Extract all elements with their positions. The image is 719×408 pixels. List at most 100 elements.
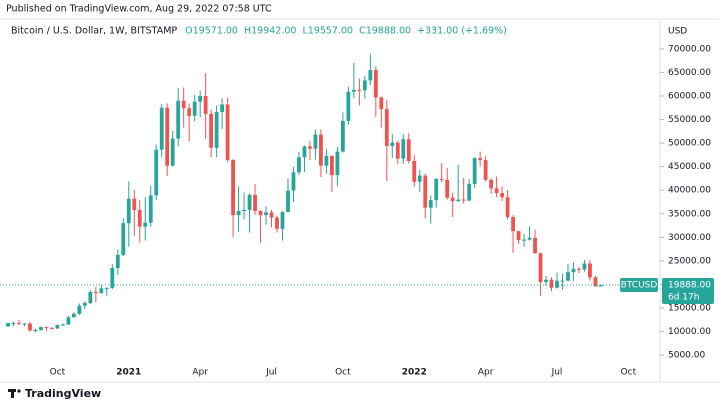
candle-body <box>82 303 87 306</box>
candle-body <box>6 323 10 327</box>
candle-body <box>50 327 54 329</box>
candle-body <box>401 139 406 159</box>
candle-body <box>39 327 43 330</box>
candle-body <box>181 100 186 109</box>
candle-body <box>560 280 565 282</box>
candle-body <box>538 253 543 283</box>
candle-body <box>324 155 329 166</box>
candle-body <box>533 237 537 254</box>
candle-body <box>527 237 532 240</box>
candle-body <box>286 190 290 212</box>
candle-body <box>203 95 208 114</box>
symbol: Bitcoin / U.S. Dollar, 1W, BITSTAMP <box>11 26 177 37</box>
candle-body <box>132 198 137 210</box>
candle-body <box>17 322 21 324</box>
candle-body <box>516 231 521 241</box>
candle-body <box>214 111 219 148</box>
candle-body <box>280 211 285 229</box>
ticker-tag <box>620 277 658 292</box>
y-tick-label: 60000.00 <box>668 91 711 101</box>
candle-body <box>390 142 395 146</box>
candle-body <box>588 263 592 278</box>
candle-body <box>170 138 175 166</box>
y-tick-label: 15000.00 <box>668 303 711 313</box>
candle-body <box>165 107 170 166</box>
candle-body <box>599 284 603 287</box>
candle-body <box>77 305 82 314</box>
candle-body <box>154 149 159 196</box>
candle-body <box>566 272 570 281</box>
ohlc-label: H19942.00 <box>244 26 296 37</box>
x-tick-label: Oct <box>621 368 637 378</box>
y-tick-label: 45000.00 <box>668 162 711 172</box>
candle-body <box>253 194 257 211</box>
x-tick-label: 2022 <box>402 368 427 378</box>
x-tick-label: Apr <box>478 368 494 378</box>
candle-body <box>71 313 76 318</box>
candle-body <box>461 199 466 201</box>
candle-body <box>445 179 450 198</box>
candle-body <box>187 108 192 116</box>
candle-body <box>55 325 60 329</box>
y-tick-label: 35000.00 <box>668 209 711 219</box>
candle-body <box>406 139 411 161</box>
candle-body <box>11 322 16 324</box>
candle-body <box>258 210 263 216</box>
logo <box>8 389 21 398</box>
candle-body <box>357 89 362 91</box>
candle-body <box>66 317 71 325</box>
candle-body <box>319 134 323 166</box>
y-tick-label: 5000.00 <box>668 351 705 361</box>
candle-body <box>340 120 345 152</box>
ohlc-label: +331.00 (+1.69%) <box>417 26 507 37</box>
candle-body <box>467 184 472 201</box>
candle-body <box>346 91 351 121</box>
candle-body <box>44 327 49 329</box>
candle-body <box>549 279 554 288</box>
footer-brand: TradingView <box>25 387 101 400</box>
x-tick-label: Oct <box>50 368 66 378</box>
candle-body <box>302 146 307 158</box>
countdown: 6d 17h <box>668 292 699 302</box>
candle-body <box>159 107 164 150</box>
ohlc-label: C19888.00 <box>359 26 411 37</box>
candle-body <box>121 223 126 255</box>
currency: USD <box>668 27 687 37</box>
candle-body <box>297 157 301 173</box>
candle-body <box>247 194 252 210</box>
candle-body <box>264 212 268 216</box>
candle-body <box>104 287 109 289</box>
candle-body <box>225 104 230 161</box>
candle-body <box>28 323 32 331</box>
y-tick-label: 55000.00 <box>668 115 711 125</box>
candle-body <box>555 280 559 288</box>
ticker-label: BTCUSD <box>621 280 658 290</box>
candle-body <box>428 200 433 208</box>
y-tick-label: 10000.00 <box>668 327 711 337</box>
x-tick-label: 2021 <box>116 368 141 378</box>
candle-body <box>110 268 115 288</box>
candle-body <box>115 254 120 269</box>
candle-body <box>275 217 279 229</box>
candle-body <box>126 198 131 224</box>
candle-body <box>412 160 417 182</box>
candle-body <box>220 104 225 112</box>
candle-body <box>93 291 98 293</box>
candle-body <box>143 222 148 227</box>
candle-body <box>439 178 444 180</box>
y-tick-label: 65000.00 <box>668 68 711 78</box>
candle-body <box>384 109 389 146</box>
candle-body <box>373 70 378 98</box>
candle-body <box>368 70 373 81</box>
candle-body <box>148 195 153 223</box>
candle-body <box>582 263 587 270</box>
candle-body <box>417 175 422 182</box>
candle-body <box>423 175 428 208</box>
y-tick-label: 50000.00 <box>668 139 711 149</box>
candle-body <box>88 291 93 304</box>
candle-body <box>577 268 581 270</box>
candle-body <box>489 179 494 189</box>
candle-body <box>192 101 197 116</box>
